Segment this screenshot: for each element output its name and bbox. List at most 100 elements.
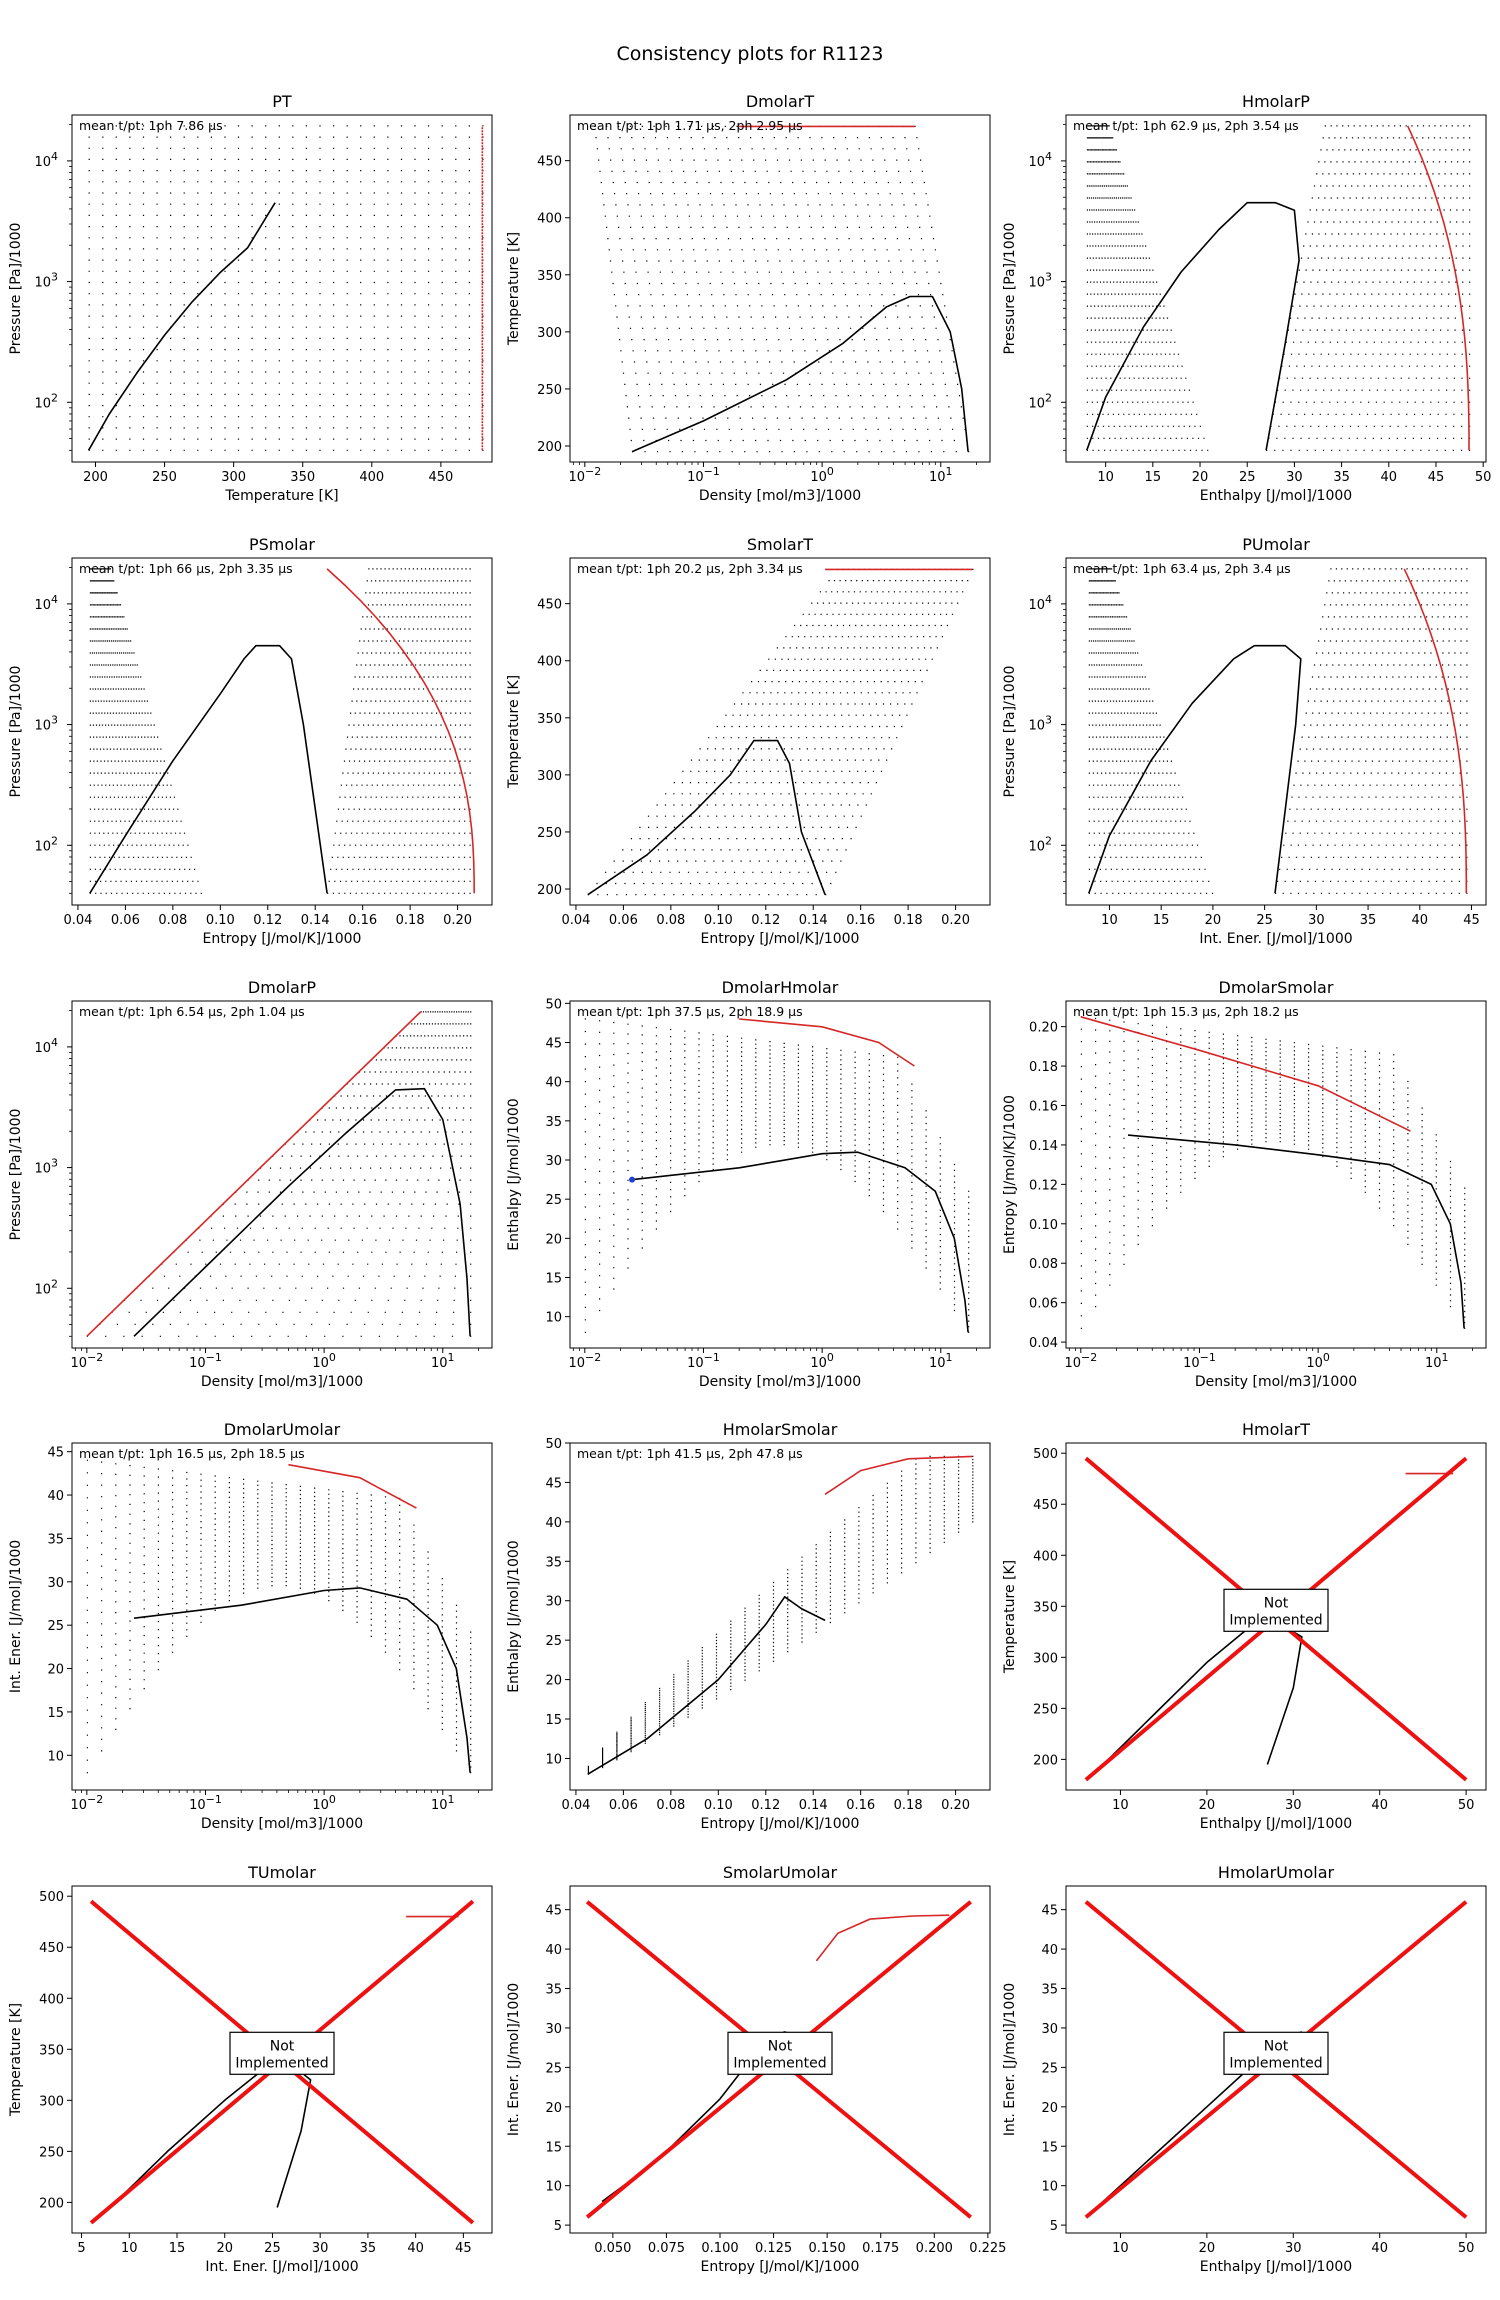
y-tick-label: 15 [545,2140,562,2155]
y-tick-label: 50 [545,997,562,1012]
y-tick-label: 40 [545,1943,562,1958]
axes-frame [1065,557,1487,906]
y-tick-label: 20 [545,2101,562,2116]
x-tick-label: 15 [1153,913,1170,928]
boundary-line [86,1011,422,1337]
boundary-line [815,1914,950,1962]
x-tick-label: 400 [359,470,384,485]
x-tick-label: 0.06 [111,913,140,928]
axes-frame [1065,1000,1487,1349]
plot-area [584,1018,970,1333]
y-tick-label: 25 [545,1634,562,1649]
y-axis-label: Temperature [K] [8,2003,24,2117]
axes-frame [71,557,493,906]
y-tick-label: 350 [1033,1600,1058,1615]
subplot-title: DmolarT [746,92,815,111]
axes-frame [71,1885,493,2234]
y-tick-label: 30 [545,1595,562,1610]
timing-annotation: mean t/pt: 1ph 63.4 μs, 2ph 3.4 μs [1073,561,1291,576]
x-axis-label: Int. Ener. [J/mol]/1000 [1199,931,1352,947]
x-tick-label: 0.050 [594,2241,631,2256]
timing-annotation: mean t/pt: 1ph 15.3 μs, 2ph 18.2 μs [1073,1004,1299,1019]
y-tick-label: 10 [1041,2180,1058,2195]
axes-frame [1065,114,1487,463]
x-tick-label: 30 [1286,470,1303,485]
saturation-curve [587,739,826,896]
x-axis-label: Density [mol/m3]/1000 [201,1816,363,1832]
saturation-curve [1127,1134,1465,1329]
x-tick-label: 0.10 [704,913,733,928]
x-tick-label: 0.14 [301,913,330,928]
x-tick-label: 0.04 [63,913,92,928]
subplot-HmolarSmolar: HmolarSmolar mean t/pt: 1ph 41.5 μs, 2ph … [506,1420,991,1832]
x-tick-label: 45 [1463,913,1480,928]
boundary-line [1403,568,1468,894]
y-axis-label: Pressure [Pa]/1000 [1002,666,1018,798]
subplot-title: HmolarSmolar [723,1420,838,1439]
x-tick-label: 0.04 [561,913,590,928]
y-tick-label: 300 [39,2094,64,2109]
y-tick-label: 15 [545,1272,562,1287]
x-tick-label: 0.125 [755,2241,792,2256]
subplot-title: TUmolar [247,1863,316,1882]
saturation-curve [1086,201,1300,451]
not-implemented-label: Not [768,2038,793,2054]
subplot-PUmolar: PUmolar mean t/pt: 1ph 63.4 μs, 2ph 3.4 μ… [1002,535,1487,947]
subplot-DmolarUmolar: DmolarUmolar mean t/pt: 1ph 16.5 μs, 2ph … [8,1420,493,1832]
axes-frame [569,1885,991,2234]
x-tick-label: 20 [1205,913,1222,928]
x-tick-label: 25 [1239,470,1256,485]
y-tick-label: 15 [1041,2140,1058,2155]
axes-frame [569,1442,991,1791]
y-tick-label: 20 [545,1674,562,1689]
boundary-line [1406,125,1470,451]
y-tick-label: 0.06 [1029,1297,1058,1312]
y-tick-label: 25 [545,2061,562,2076]
subplot-title: DmolarUmolar [224,1420,341,1439]
not-implemented-label: Implemented [733,2055,826,2071]
subplot-title: PT [272,92,292,111]
x-tick-label: 15 [169,2241,186,2256]
x-tick-label: 0.18 [894,913,923,928]
boundary-line [824,1455,973,1495]
x-tick-label: 20 [216,2241,233,2256]
y-tick-label: 45 [47,1446,64,1461]
subplot-title: HmolarT [1242,1420,1310,1439]
state-point-marks [584,1018,970,1333]
y-tick-label: 40 [47,1489,64,1504]
axes-frame [71,114,493,463]
y-tick-label: 0.12 [1029,1178,1058,1193]
x-tick-label: 10 [1097,470,1114,485]
y-tick-label: 30 [47,1576,64,1591]
x-tick-label: 40 [407,2241,424,2256]
y-tick-label: 45 [545,1904,562,1919]
y-tick-label: 10 [47,1749,64,1764]
y-tick-label: 40 [1041,1943,1058,1958]
y-tick-label: 20 [47,1663,64,1678]
y-tick-label: 300 [1033,1651,1058,1666]
y-tick-label: 10 [545,1311,562,1326]
timing-annotation: mean t/pt: 1ph 66 μs, 2ph 3.35 μs [79,561,293,576]
y-tick-label: 300 [537,326,562,341]
y-tick-label: 250 [39,2145,64,2160]
axes-frame [569,557,991,906]
x-tick-label: 0.10 [206,913,235,928]
axes-frame [71,1442,493,1791]
saturation-curve [133,1587,471,1773]
x-tick-label: 20 [1192,470,1209,485]
not-implemented-label: Not [1264,1595,1289,1611]
x-tick-label: 0.200 [916,2241,953,2256]
y-axis-label: Pressure [Pa]/1000 [1002,223,1018,355]
x-tick-label: 0.16 [348,913,377,928]
y-tick-label: 35 [545,1115,562,1130]
saturation-curve [631,1151,969,1333]
y-tick-label: 15 [47,1706,64,1721]
x-axis-label: Enthalpy [J/mol]/1000 [1200,1816,1352,1832]
y-tick-label: 350 [39,2043,64,2058]
x-tick-label: 0.16 [846,1798,875,1813]
y-tick-label: 0.08 [1029,1257,1058,1272]
subplot-PT: PT mean t/pt: 1ph 7.86 μs 200 250 300 350 400 4… [8,92,493,504]
x-tick-label: 0.14 [799,913,828,928]
x-tick-label: 35 [1333,470,1350,485]
plot-area [1080,1016,1466,1329]
